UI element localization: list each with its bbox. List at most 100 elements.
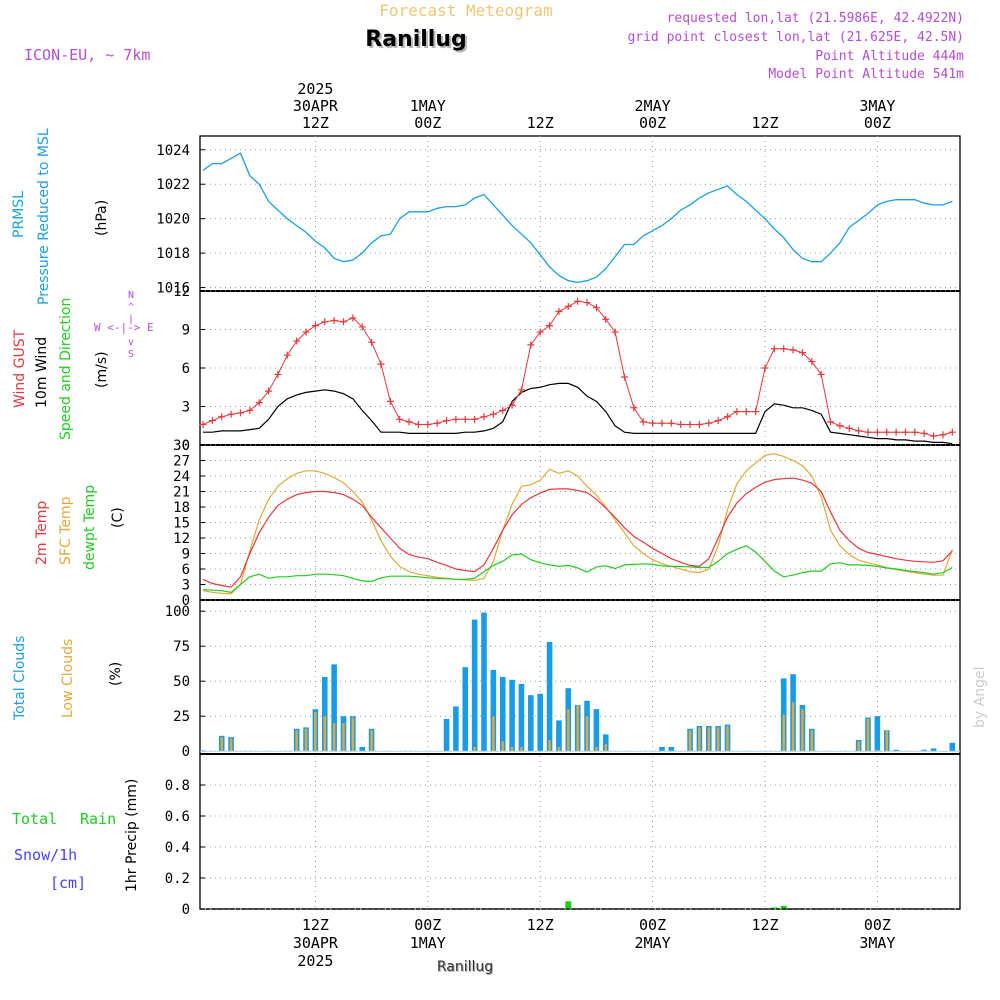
wind-gust-marker [695,420,703,428]
precip-tick-label: 0.6 [165,809,190,825]
wind-gust-marker [396,415,404,423]
pressure-panel-labels: PRMSL Pressure Reduced to MSL (hPa) [11,128,110,305]
wind-gust-marker [808,358,816,366]
wind-gust-marker [798,349,806,357]
precip-tick-label: 0.4 [165,840,190,856]
wind-gust-marker [339,318,347,326]
low-cloud-bar [585,716,589,752]
wind-gust-marker [930,432,938,440]
rain-label: Rain [80,810,116,828]
low-cloud-bar [342,723,345,752]
wind-gust-marker [218,413,226,421]
top-time-label: 3MAY [859,97,895,115]
top-time-label: 00Z [864,114,891,132]
low-cloud-bar [698,727,701,752]
low-cloud-bar [510,747,514,752]
precip-tick-label: 0.8 [165,778,190,794]
wind-gust-marker [368,338,376,346]
wind-gust-marker [555,308,563,316]
low-cloud-bar [314,712,317,752]
dewpt-label: dewpt Temp [82,485,98,570]
wind-gust-marker [677,420,685,428]
wind-gust-marker [452,415,460,423]
low-cloud-bar [557,747,561,752]
wind-gust-marker [733,408,741,416]
low-cloud-bar [857,741,860,752]
wind-gust-marker [873,428,881,436]
total-cloud-bar [509,679,515,752]
wind-10m-line [203,382,953,445]
top-time-label: 2025 [297,80,333,98]
low-cloud-bar [501,741,504,752]
total-cloud-bar [556,720,562,752]
wind-gust-marker [939,431,947,439]
pressure-panel-frame [199,135,961,292]
wind-gust-marker [686,420,694,428]
low-cloud-bar [876,749,879,752]
wind-gust-marker [827,418,835,426]
temp-tick-label: 15 [173,516,190,532]
sfc-temp-line [202,453,953,595]
top-time-label: 1MAY [410,97,446,115]
temp-tick-label: 0 [182,593,190,609]
wind-gust-marker [480,413,488,421]
temp-tick-label: 9 [182,547,190,563]
bottom-time-label: 12Z [751,916,778,934]
temp-tick-label: 18 [173,500,190,516]
temp-tick-label: 27 [173,454,190,470]
low-cloud-bar [885,730,888,752]
wind-tick-label: 9 [182,323,190,339]
wind-gust-marker [714,417,722,425]
wind-gust-marker [658,419,666,427]
total-cloud-bar [471,619,478,752]
station-shadow: Ranillug [367,29,468,54]
chart-series [199,152,960,910]
temp-tick-label: 30 [173,438,190,454]
wind-gust-marker [433,419,441,427]
low-cloud-bar [567,709,570,752]
t2m-label: 2m Temp [34,501,50,565]
wind-tick-label: 3 [182,400,190,416]
precip-bar [565,901,572,909]
station-title: Ranillug [365,27,466,52]
precip-tick-label: 0.2 [165,871,190,887]
low-cloud-bar [304,728,308,752]
total-cloud-bar [659,747,665,752]
wind-gust-marker [471,415,479,423]
top-time-label: 12Z [527,114,554,132]
wind-gust-marker [208,417,216,425]
total-cloud-bar [499,677,506,752]
total-cloud-bar [518,684,525,752]
low-cloud-bar [492,716,495,752]
wind-speed-dir-label: Speed and Direction [58,298,74,440]
clouds-tick-label: 75 [173,639,190,655]
wind-gust-marker [499,406,507,414]
bottom-time-label: 00Z [414,916,441,934]
low-cloud-bar [229,738,233,752]
wind-gust-marker [377,360,385,368]
top-time-label: 30APR [293,97,339,115]
wind-gust-marker [311,322,319,330]
precip-panel-labels: Total Rain Snow/1h [cm] 1hr Precip (mm) [12,779,140,892]
credit-watermark: by Angel [972,667,988,728]
wind-gust-marker [414,420,422,428]
low-cloud-bar [295,730,298,752]
wind-gust-marker [546,322,554,330]
wind-gust-marker [892,428,900,436]
wind-gust-marker [527,341,535,349]
wind-gust-marker [574,297,582,305]
low-cloud-bar [323,716,326,752]
low-cloud-bar [473,747,476,752]
wind-gust-marker [911,428,919,436]
total-cloud-bar [949,742,956,752]
temp-tick-label: 21 [173,485,190,501]
wind-gust-marker [761,364,769,372]
wind-gust-marker [564,302,572,310]
wind-gust-marker [817,370,825,378]
low-cloud-bar [576,705,579,752]
wind-gust-marker [255,399,263,407]
total-cloud-bar [331,664,337,752]
total-cloud-bar [921,749,928,752]
total-cloud-bar [443,719,450,752]
low-cloud-bar [782,714,785,752]
